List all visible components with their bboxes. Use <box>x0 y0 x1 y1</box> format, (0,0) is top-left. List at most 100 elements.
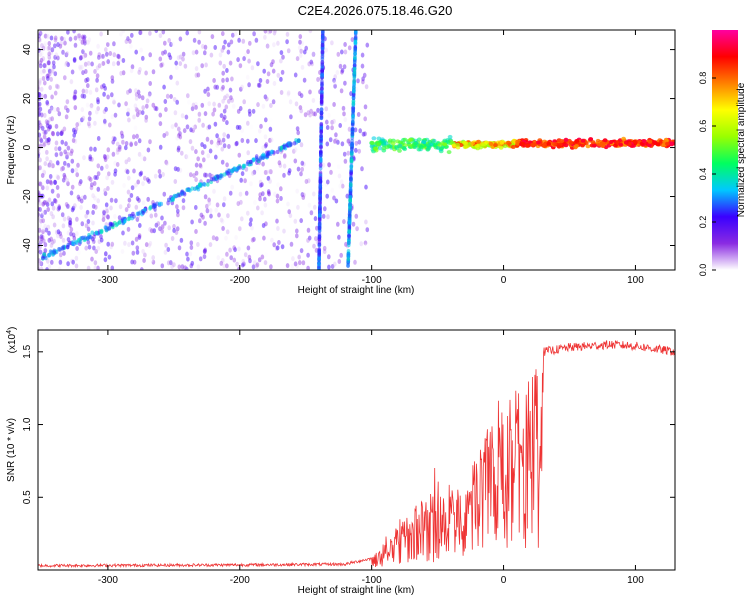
spectrogram-cell <box>521 142 526 146</box>
spectrogram-cell <box>94 204 98 210</box>
spectrogram-cell <box>559 139 565 143</box>
spectrogram-cell <box>138 109 142 115</box>
spectrogram-cell <box>101 53 105 59</box>
spectrogram-cell <box>42 252 47 257</box>
spectrogram-cell <box>364 140 369 146</box>
spectrogram-cell <box>77 121 81 127</box>
spectrogram-cell <box>340 141 345 147</box>
spectrogram-cell <box>655 142 661 147</box>
spectrogram-cell <box>137 197 141 203</box>
spectrogram-cell <box>49 76 53 82</box>
x-tick-label: 100 <box>627 275 644 286</box>
spectrogram-cell <box>86 60 91 66</box>
spectrogram-cell <box>103 188 107 193</box>
spectrogram-cell <box>70 69 75 75</box>
spectrogram-cell <box>340 68 345 73</box>
spectrogram-cell <box>308 112 312 118</box>
spectrogram-cell <box>257 82 262 88</box>
spectrogram-cell <box>38 179 41 185</box>
spectrogram-cell <box>45 101 50 107</box>
spectrogram-cell <box>91 193 95 199</box>
spectrogram-cell <box>70 184 75 190</box>
spectrogram-cell <box>202 254 207 260</box>
spectrogram-cell <box>50 47 55 53</box>
spectrogram-cell <box>220 86 224 92</box>
spectrogram-cell <box>60 212 65 218</box>
spectrogram-cell <box>499 140 505 145</box>
spectrogram-cell <box>235 124 240 130</box>
spectrogram-cell <box>63 40 67 46</box>
spectrogram-cell <box>63 149 67 155</box>
spectrogram-cell <box>188 188 192 193</box>
spectrogram-cell <box>177 126 181 132</box>
spectrogram-cell <box>299 218 304 224</box>
spectrogram-cell <box>217 102 222 108</box>
spectrogram-cell <box>178 61 183 67</box>
spectrogram-cell <box>308 89 312 95</box>
x-tick-label: -100 <box>362 575 382 586</box>
spectrogram-cell <box>623 140 629 145</box>
spectrogram-cell <box>253 260 257 266</box>
spectrogram-cell <box>104 106 108 112</box>
spectrogram-cell <box>96 99 100 105</box>
spectrogram-cell <box>140 267 144 270</box>
spectrogram-cell <box>46 258 50 264</box>
colorbar-ticks: 0.00.20.40.60.8 <box>698 72 716 276</box>
spectrogram-cell <box>203 111 208 117</box>
spectrogram-cell <box>360 52 365 58</box>
spectrogram-cell <box>260 254 265 260</box>
spectrogram-cell <box>39 234 44 240</box>
spectrogram-cell <box>259 32 263 38</box>
spectrogram-cell <box>38 165 41 171</box>
spectrogram-cell <box>265 79 270 84</box>
spectrogram-cell <box>127 175 131 181</box>
spectrogram-cell <box>115 141 120 147</box>
spectrogram-cell <box>40 236 44 242</box>
spectrogram-cell <box>96 265 100 270</box>
spectrogram-cell <box>180 264 185 270</box>
spectrogram-cell <box>73 138 78 144</box>
spectrogram-cell <box>123 240 127 246</box>
spectrogram-cell <box>276 40 280 46</box>
spectrogram-cell <box>219 113 224 119</box>
spectrogram-cell <box>50 68 54 74</box>
spectrogram-cell <box>234 235 238 240</box>
spectrogram-cell <box>363 243 368 249</box>
spectrogram-cell <box>176 147 181 153</box>
spectrogram-cell <box>328 137 333 143</box>
spectrogram-cell <box>42 141 46 146</box>
spectrogram-cell <box>47 264 52 270</box>
spectrogram-cell <box>96 171 101 177</box>
spectrogram-cell <box>585 144 591 149</box>
spectrogram-cell <box>203 249 207 254</box>
spectrogram-cell <box>88 89 93 95</box>
spectrogram-cell <box>470 141 475 146</box>
spectrogram-cell <box>320 86 324 91</box>
spectrogram-cell <box>353 47 358 52</box>
spectrogram-cell <box>309 210 314 216</box>
spectrogram-cell <box>106 59 110 65</box>
spectrogram-cell <box>74 126 79 132</box>
spectrogram-cell <box>317 234 322 240</box>
spectrogram-cell <box>221 84 225 90</box>
spectrogram-cell <box>641 139 647 144</box>
spectrogram-cell <box>66 203 70 209</box>
spectrogram-cell <box>85 77 90 83</box>
spectrogram-cell <box>176 212 180 218</box>
spectrogram-cell <box>352 66 357 72</box>
spectrogram-cell <box>143 207 147 213</box>
spectrogram-cell <box>116 60 121 66</box>
spectrogram-cell <box>216 174 220 179</box>
spectrogram-cell <box>184 154 188 160</box>
spectrogram-cell <box>38 200 42 206</box>
spectrogram-cell <box>425 143 431 148</box>
spectrogram-cell <box>437 142 443 147</box>
spectrogram-cell <box>191 102 196 108</box>
spectrogram-cell <box>351 92 356 98</box>
spectrogram-cell <box>43 242 48 248</box>
spectrogram-cell <box>46 207 50 212</box>
spectrogram-cell <box>310 61 314 67</box>
spectrogram-cell <box>481 142 486 147</box>
spectrogram-cell <box>141 210 146 215</box>
spectrogram-cell <box>271 99 276 105</box>
